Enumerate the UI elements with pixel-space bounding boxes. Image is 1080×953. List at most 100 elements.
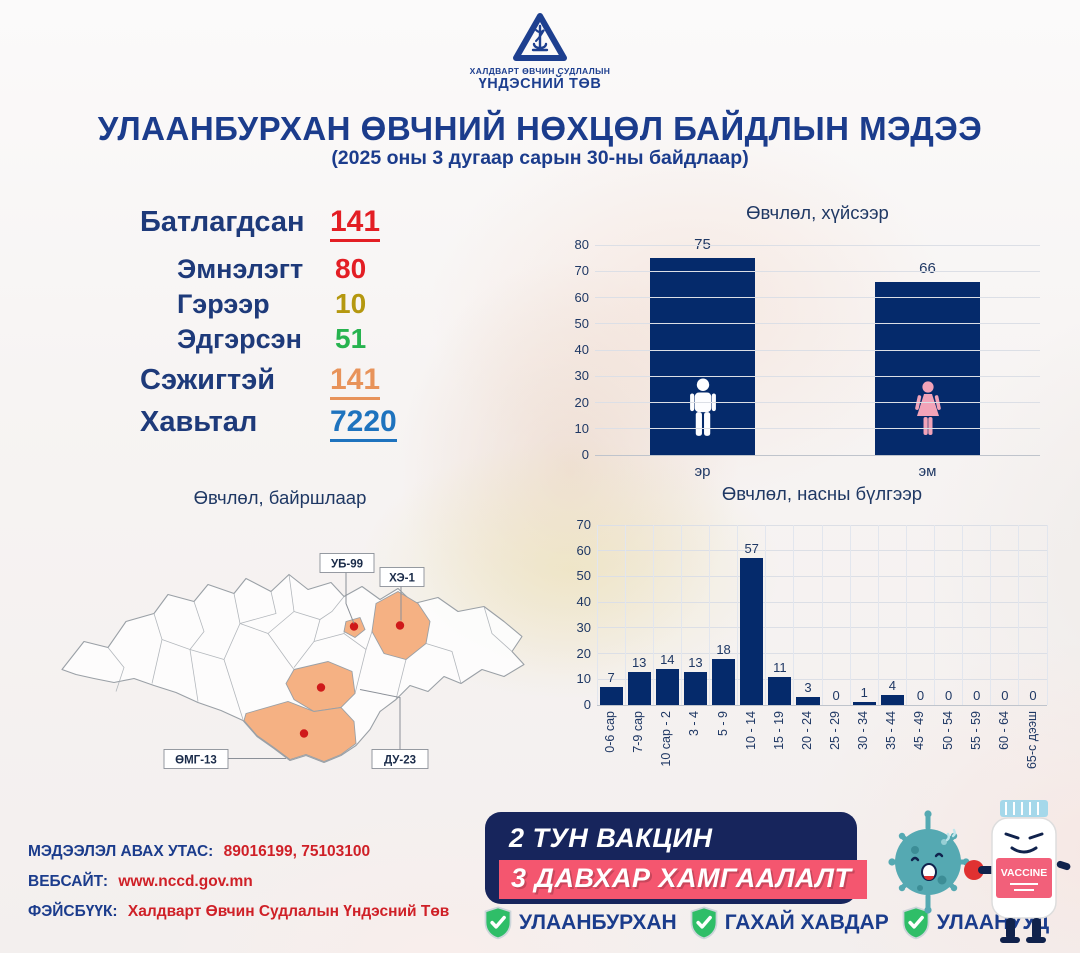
map-title: Өвчлөл, байршлаар bbox=[193, 487, 367, 508]
stat-label: Батлагдсан bbox=[140, 206, 305, 238]
y-tick-label: 40 bbox=[574, 342, 589, 357]
age-x-label: 20 - 24 bbox=[799, 711, 814, 750]
gridline bbox=[595, 454, 1040, 456]
case-dot-dundgovi bbox=[316, 683, 326, 692]
disease-label: УЛААНБУРХАН bbox=[519, 911, 677, 934]
gridline-vertical bbox=[624, 525, 626, 705]
age-x-label: 7-9 сар bbox=[631, 711, 646, 753]
age-chart-x-labels: 0-6 сар 7-9 сар 10 сар - 2 3 - 4 5 - 9 10 - 1… bbox=[597, 711, 1047, 796]
age-chart-plot: 0 10 20 30 40 50 60 70 7 13 14 13 18 57 11 3 0 1 4 0 0 0 0 0 bbox=[577, 517, 1048, 712]
y-tick-label: 30 bbox=[576, 619, 591, 635]
label-dundgovi: ДУ-23 bbox=[384, 755, 416, 767]
age-bar bbox=[655, 669, 679, 705]
gridline-vertical bbox=[680, 525, 682, 705]
age-bar bbox=[627, 671, 651, 705]
y-tick-label: 70 bbox=[574, 263, 589, 279]
province-borders bbox=[107, 574, 513, 720]
gridline bbox=[595, 244, 1040, 246]
age-x-label: 0-6 сар bbox=[603, 711, 618, 753]
gridline bbox=[595, 270, 1040, 272]
page-title: УЛААНБУРХАН ӨВЧНИЙ НӨХЦӨЛ БАЙДЛЫН МЭДЭЭ bbox=[97, 110, 983, 147]
stat-label: Гэрээр bbox=[177, 289, 270, 319]
y-tick-label: 70 bbox=[576, 517, 591, 532]
y-tick-label: 40 bbox=[576, 594, 591, 610]
gridline bbox=[595, 323, 1040, 325]
gridline bbox=[595, 375, 1040, 377]
age-bar bbox=[599, 687, 623, 705]
stat-suspected: Сэжигтэй 141 bbox=[140, 363, 381, 400]
age-bar-value: 0 bbox=[944, 688, 953, 703]
phone-label: МЭДЭЭЛЭЛ АВАХ УТАС: bbox=[28, 843, 214, 860]
age-x-label: 30 - 34 bbox=[856, 711, 871, 750]
gridline-vertical bbox=[821, 525, 823, 705]
case-dot-umnugovi bbox=[299, 729, 309, 738]
age-bar bbox=[712, 658, 736, 705]
age-bar-value: 57 bbox=[744, 541, 759, 557]
disease-measles: УЛААНБУРХАН bbox=[483, 906, 677, 940]
phone-value: 89016199, 75103100 bbox=[223, 843, 371, 860]
stat-label: Сэжигтэй bbox=[140, 364, 276, 396]
gridline-vertical bbox=[709, 525, 710, 705]
age-bar-value: 0 bbox=[1001, 688, 1009, 703]
callout-labels: УБ-99 ХЭ-1 ӨМГ-13 ДУ-23 bbox=[163, 553, 429, 769]
age-x-label: 15 - 19 bbox=[771, 711, 786, 750]
age-x-label: 35 - 44 bbox=[884, 711, 899, 750]
bar-female: 66 bbox=[875, 260, 980, 455]
shield-check-icon bbox=[690, 906, 718, 940]
gridline-vertical bbox=[1018, 525, 1020, 705]
age-x-label: 3 - 4 bbox=[687, 711, 702, 737]
stat-value: 7220 bbox=[330, 405, 397, 442]
vaccine-bottle-icon: VACCINE bbox=[964, 800, 1071, 943]
facebook-label: ФЭЙСБҮҮК: bbox=[28, 903, 118, 920]
disease-mumps: ГАХАЙ ХАВДАР bbox=[689, 906, 889, 940]
case-dot-ub bbox=[349, 622, 359, 631]
y-tick-label: 50 bbox=[576, 568, 591, 584]
stat-at-home: Гэрээр 10 bbox=[177, 288, 366, 320]
age-x-label: 45 - 49 bbox=[912, 711, 927, 750]
age-bar-value: 0 bbox=[832, 688, 840, 703]
age-bar-value: 0 bbox=[916, 688, 925, 703]
gridline-vertical bbox=[793, 525, 795, 705]
bar-female-value: 66 bbox=[919, 259, 936, 277]
website-label: ВЕБСАЙТ: bbox=[28, 873, 109, 890]
x-label-female: эм bbox=[918, 463, 937, 480]
y-tick-label: 80 bbox=[574, 237, 589, 252]
label-umnugovi: ӨМГ-13 bbox=[175, 755, 217, 767]
stat-confirmed: Батлагдсан 141 bbox=[140, 205, 381, 242]
contact-facebook: ФЭЙСБҮҮК: Халдварт Өвчин Судлалын Үндэсн… bbox=[28, 903, 449, 921]
gridline-vertical bbox=[934, 525, 935, 705]
gridline bbox=[595, 297, 1040, 298]
vaccine-banner: 2 ТУН ВАКЦИН 3 ДАВХАР ХАМГААЛАЛТ bbox=[485, 812, 867, 904]
facebook-value: Халдварт Өвчин Судлалын Үндэсний Төв bbox=[127, 903, 450, 920]
age-x-label: 10 сар - 2 bbox=[659, 711, 674, 767]
age-bar-value: 13 bbox=[631, 654, 647, 670]
y-tick-label: 20 bbox=[574, 394, 589, 410]
age-bar-value: 11 bbox=[773, 659, 787, 675]
age-x-label: 65-с дээш bbox=[1024, 711, 1039, 770]
age-bar bbox=[683, 671, 707, 705]
gridline-vertical bbox=[737, 525, 739, 705]
age-bar bbox=[768, 676, 792, 705]
y-tick-label: 0 bbox=[583, 697, 591, 712]
age-bar bbox=[880, 694, 904, 705]
vaccine-vs-virus-cartoon: VACCINE bbox=[882, 790, 1078, 953]
stat-recovered: Эдгэрсэн 51 bbox=[177, 323, 366, 355]
gridline-vertical bbox=[990, 525, 992, 705]
org-name-line1: ХАЛДВАРТ ӨВЧИН СУДЛАЛЫН bbox=[469, 66, 611, 76]
gridline bbox=[595, 349, 1040, 351]
contact-website: ВЕБСАЙТ: www.nccd.gov.mn bbox=[28, 873, 253, 891]
age-x-label: 25 - 29 bbox=[828, 711, 843, 750]
stat-label: Эмнэлэгт bbox=[177, 254, 304, 284]
mongolia-map-svg: УБ-99 ХЭ-1 ӨМГ-13 ДУ-23 bbox=[61, 553, 525, 769]
x-label-male: эр bbox=[694, 463, 711, 480]
virus-icon bbox=[888, 810, 970, 914]
y-tick-label: 0 bbox=[581, 447, 589, 462]
age-bar bbox=[740, 558, 764, 705]
gridline bbox=[597, 704, 1047, 706]
age-bar bbox=[796, 697, 820, 705]
gridline-vertical bbox=[962, 525, 964, 705]
gridline-vertical bbox=[905, 525, 907, 705]
shield-check-icon bbox=[902, 906, 930, 940]
mongolia-map: УБ-99 ХЭ-1 ӨМГ-13 ДУ-23 bbox=[48, 540, 538, 795]
gridline-vertical bbox=[1046, 525, 1048, 705]
